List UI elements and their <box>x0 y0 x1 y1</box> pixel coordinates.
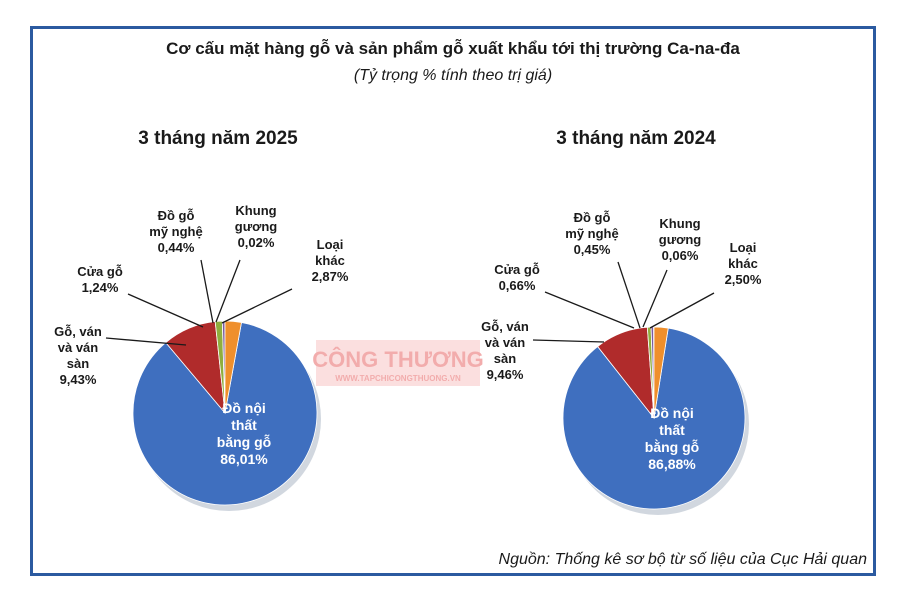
slice-label-do_go_my_nghe: Đồ gỗ mỹ nghệ 0,44% <box>149 208 202 255</box>
slice-label-line: Khung <box>659 216 700 231</box>
slice-label-line: 0,45% <box>574 242 611 257</box>
slice-label-go_van: Gỗ, ván và ván sàn 9,43% <box>54 324 102 387</box>
slice-label-line: 2,87% <box>312 269 349 284</box>
slice-label-line: Khung <box>235 203 276 218</box>
slice-label-line: 9,46% <box>487 367 524 382</box>
pie-title: 3 tháng năm 2025 <box>138 128 298 149</box>
leader-line-go_van <box>532 339 605 343</box>
slice-label-loai_khac: Loại khác 2,50% <box>725 240 762 287</box>
slice-label-line: Đồ gỗ <box>574 210 611 225</box>
slice-label-line: bằng gỗ <box>645 438 699 455</box>
watermark-logo: CÔNG THƯƠNG WWW.TAPCHICONGTHUONG.VN <box>312 340 484 386</box>
slice-label-go_van: Gỗ, ván và ván sàn 9,46% <box>481 319 529 382</box>
slice-label-line: 0,06% <box>662 248 699 263</box>
leader-line-do_go_my_nghe <box>200 259 214 324</box>
slice-label-line: 2,50% <box>725 272 762 287</box>
slice-label-do_noi_that: Đồ nội thất bằng gỗ 86,01% <box>217 400 271 467</box>
slice-label-line: và ván <box>485 335 526 350</box>
slice-label-line: thất <box>231 417 257 433</box>
slice-label-line: 86,01% <box>220 451 268 467</box>
slice-label-line: khác <box>315 253 345 268</box>
slice-label-line: sàn <box>67 356 89 371</box>
leader-line-khung_guong <box>215 259 241 323</box>
slice-label-line: mỹ nghệ <box>565 226 618 241</box>
leader-line-khung_guong <box>642 269 668 328</box>
slice-label-line: Gỗ, ván <box>54 324 102 339</box>
leader-line-loai_khac <box>649 292 715 329</box>
slice-label-line: Cửa gỗ <box>494 262 540 277</box>
slice-label-cua_go: Cửa gỗ 0,66% <box>494 262 540 293</box>
pie-chart-1: 3 tháng năm 2025 Đồ nội thất bằng gỗ 86,01% G… <box>54 128 349 511</box>
slice-label-line: gương <box>235 219 278 234</box>
slice-label-line: Đồ nội <box>650 405 694 421</box>
slice-label-line: 0,66% <box>499 278 536 293</box>
watermark-sub: WWW.TAPCHICONGTHUONG.VN <box>335 374 461 383</box>
slice-label-line: khác <box>728 256 758 271</box>
pie-slice-loai_khac <box>653 326 669 419</box>
leader-line-loai_khac <box>221 288 293 324</box>
slice-label-line: Loại <box>730 240 757 255</box>
slice-label-line: sàn <box>494 351 516 366</box>
slice-label-line: 0,44% <box>158 240 195 255</box>
slice-label-line: bằng gỗ <box>217 433 271 450</box>
chart-title: Cơ cấu mặt hàng gỗ và sản phẩm gỗ xuất k… <box>166 39 740 58</box>
slice-label-line: gương <box>659 232 702 247</box>
slice-label-line: và ván <box>58 340 99 355</box>
pie-title: 3 tháng năm 2024 <box>556 128 716 149</box>
slice-label-line: 0,02% <box>238 235 275 250</box>
pie-slice-do_noi_that <box>132 322 318 506</box>
slice-label-cua_go: Cửa gỗ 1,24% <box>77 264 123 295</box>
slice-label-line: 86,88% <box>648 456 696 472</box>
pie-chart-2: 3 tháng năm 2024 Đồ nội thất bằng gỗ 86,88% G… <box>481 128 762 515</box>
slice-label-line: 9,43% <box>60 372 97 387</box>
leader-line-cua_go <box>127 293 204 328</box>
slice-label-line: 1,24% <box>82 280 119 295</box>
slice-label-khung_guong: Khung gương 0,02% <box>235 203 278 250</box>
slice-label-line: Loại <box>317 237 344 252</box>
leader-line-go_van <box>105 337 187 346</box>
slice-label-do_noi_that: Đồ nội thất bằng gỗ 86,88% <box>645 405 699 472</box>
slice-label-khung_guong: Khung gương 0,06% <box>659 216 702 263</box>
leader-line-do_go_my_nghe <box>617 261 641 329</box>
slice-label-line: Đồ gỗ <box>158 208 195 223</box>
slice-label-line: Đồ nội <box>222 400 266 416</box>
slice-label-line: Cửa gỗ <box>77 264 123 279</box>
watermark-main: CÔNG THƯƠNG <box>312 347 483 372</box>
slice-label-line: Gỗ, ván <box>481 319 529 334</box>
leader-line-cua_go <box>544 291 635 329</box>
slice-label-loai_khac: Loại khác 2,87% <box>312 237 349 284</box>
chart-subtitle: (Tỷ trọng % tính theo trị giá) <box>353 67 553 84</box>
slice-label-line: thất <box>659 422 685 438</box>
watermark-bg <box>316 340 480 386</box>
slice-label-line: mỹ nghệ <box>149 224 202 239</box>
source-note: Nguồn: Thống kê sơ bộ từ số liệu của Cục… <box>498 551 867 568</box>
slice-label-do_go_my_nghe: Đồ gỗ mỹ nghệ 0,45% <box>565 210 618 257</box>
